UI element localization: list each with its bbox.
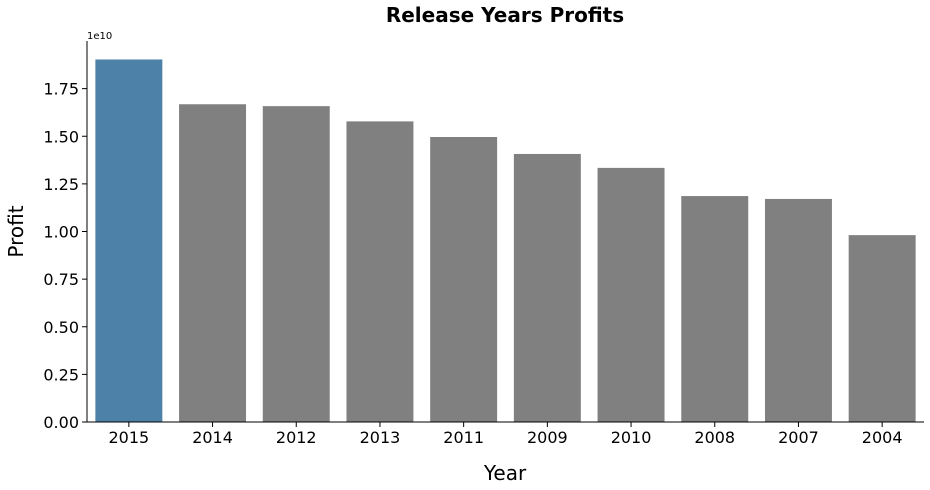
- x-axis: 2015 2014 2012 2013 2011 2009 2010 2008 2007 2004: [87, 421, 924, 447]
- x-tick-label-2012: 2012: [276, 428, 317, 447]
- x-tick-label-2007: 2007: [778, 428, 819, 447]
- bars-layer: [95, 59, 916, 423]
- y-tick-label: 0.00: [43, 413, 79, 432]
- y-tick-label: 0.75: [43, 270, 79, 289]
- bar-2014: [179, 104, 247, 422]
- y-axis: 0.00 0.25 0.50 0.75 1.00 1.25 1.50 1.75: [43, 41, 88, 432]
- x-tick-label-2014: 2014: [192, 428, 233, 447]
- x-tick-label-2011: 2011: [443, 428, 484, 447]
- y-axis-offset-label: 1e10: [87, 31, 112, 42]
- y-tick-label: 1.75: [43, 80, 79, 99]
- x-tick-label-2008: 2008: [694, 428, 735, 447]
- bar-2008: [681, 196, 749, 422]
- y-tick-label: 0.25: [43, 365, 79, 384]
- bar-2015: [95, 59, 163, 422]
- x-tick-label-2013: 2013: [360, 428, 401, 447]
- bar-2010: [597, 167, 665, 422]
- bar-2013: [346, 121, 414, 423]
- x-tick-label-2010: 2010: [611, 428, 652, 447]
- y-tick-label: 0.50: [43, 318, 79, 337]
- y-tick-label: 1.00: [43, 223, 79, 242]
- x-axis-label: Year: [483, 461, 527, 485]
- bar-2009: [513, 153, 581, 423]
- bar-2011: [430, 137, 498, 422]
- x-tick-label-2004: 2004: [862, 428, 903, 447]
- y-tick-label: 1.50: [43, 127, 79, 146]
- bar-2004: [848, 235, 916, 422]
- x-tick-label-2015: 2015: [108, 428, 149, 447]
- chart-title: Release Years Profits: [386, 3, 624, 27]
- bar-2007: [764, 198, 832, 422]
- bar-2012: [262, 106, 330, 422]
- y-axis-label: Profit: [4, 205, 28, 257]
- y-tick-label: 1.25: [43, 175, 79, 194]
- x-tick-label-2009: 2009: [527, 428, 568, 447]
